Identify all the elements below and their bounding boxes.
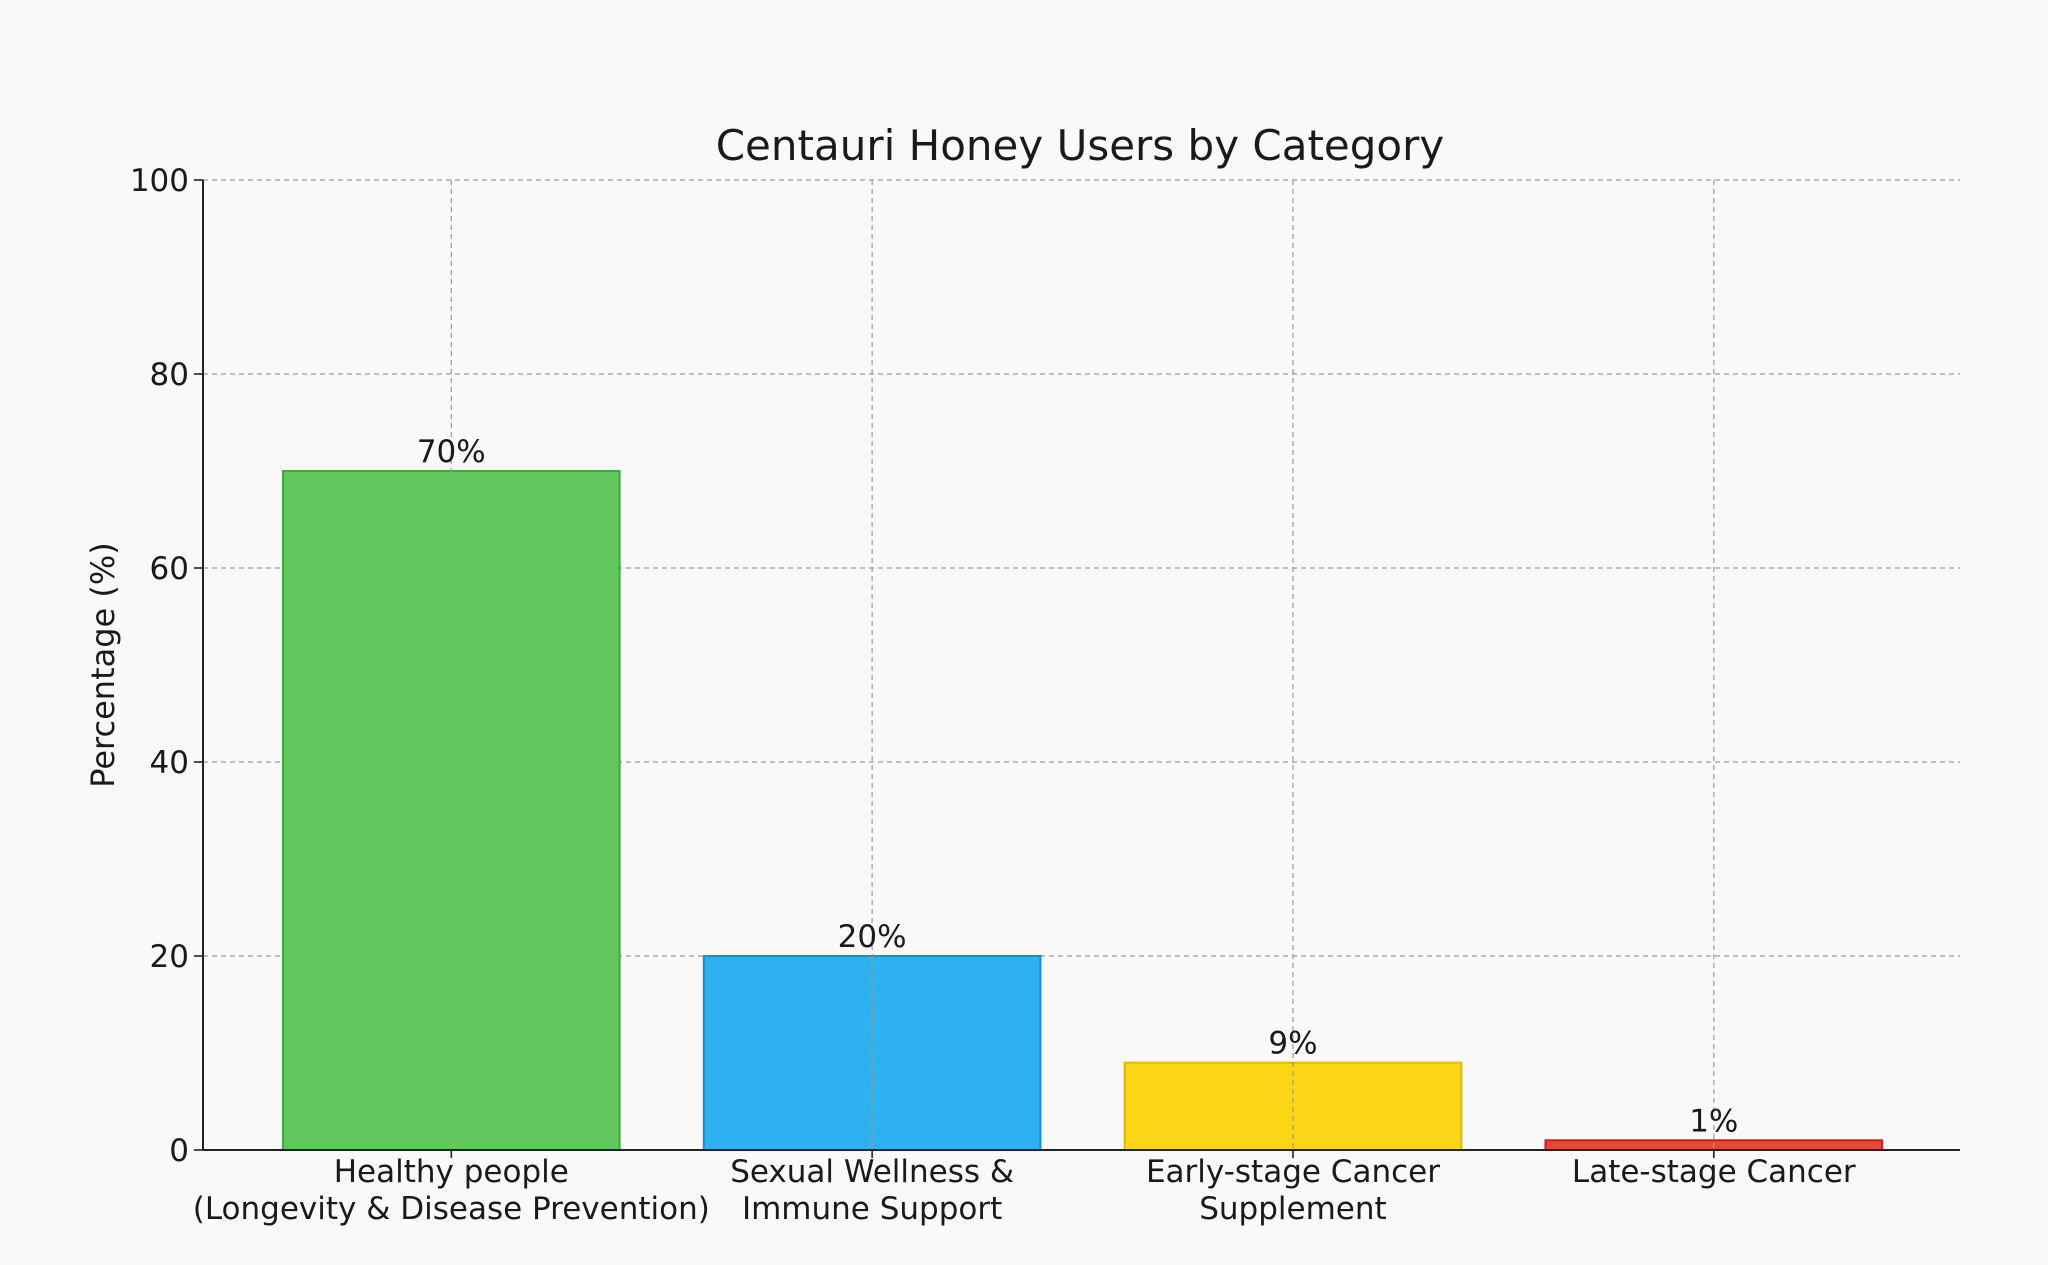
tick-labels: 0 20 40 60 80 100 70% Healthy people(Longevity … (130, 163, 1856, 1227)
data-label: 1% (1689, 1103, 1738, 1139)
data-label: 70% (417, 434, 486, 470)
y-tick-label: 0 (169, 1133, 189, 1169)
y-tick-label: 20 (150, 939, 189, 975)
x-tick-label: Healthy people (334, 1154, 569, 1190)
x-tick-label: (Longevity & Disease Prevention) (193, 1191, 710, 1227)
x-tick-label: Late-stage Cancer (1572, 1154, 1856, 1190)
y-tick-label: 100 (130, 163, 189, 199)
x-tick-label: Supplement (1199, 1191, 1386, 1227)
y-tick-label: 60 (150, 551, 189, 587)
y-tick-label: 80 (150, 357, 189, 393)
chart-title: Centauri Honey Users by Category (716, 121, 1445, 170)
vertical-grid-lines (450, 180, 1715, 1150)
x-tick-label: Early-stage Cancer (1146, 1154, 1440, 1190)
x-tick-label: Immune Support (742, 1191, 1002, 1227)
y-tick-label: 40 (150, 745, 189, 781)
axes (194, 179, 1960, 1158)
data-label: 9% (1268, 1026, 1317, 1062)
data-label: 20% (838, 919, 907, 955)
bars (281, 470, 1884, 1152)
y-axis-label: Percentage (%) (84, 542, 122, 788)
x-tick-label: Sexual Wellness & (730, 1154, 1014, 1190)
